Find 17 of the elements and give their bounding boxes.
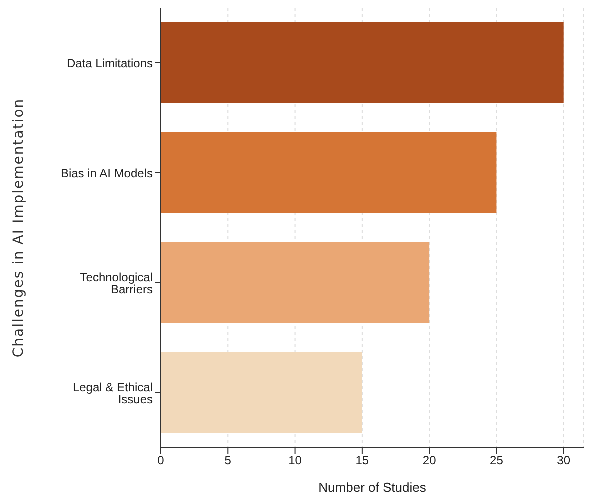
x-tick-label: 15 [356,454,370,468]
x-axis-title: Number of Studies [318,480,427,495]
bar [161,242,430,324]
x-tick-label: 25 [490,454,504,468]
x-tick-label: 10 [288,454,302,468]
y-tick-label: Data Limitations [66,56,153,70]
bar [161,22,564,104]
y-tick-label: Bias in AI Models [60,166,153,180]
y-axis-title: Challenges in AI Implementation [10,98,27,358]
y-tick-label: Technological Barriers [80,270,153,296]
y-tick-label: Legal & Ethical Issues [72,380,153,406]
bar [161,352,362,434]
bar [161,132,497,214]
x-tick-label: 5 [224,454,232,468]
x-tick-label: 20 [422,454,437,468]
x-tick-label: 0 [158,454,165,468]
x-tick-label: 30 [557,454,571,468]
